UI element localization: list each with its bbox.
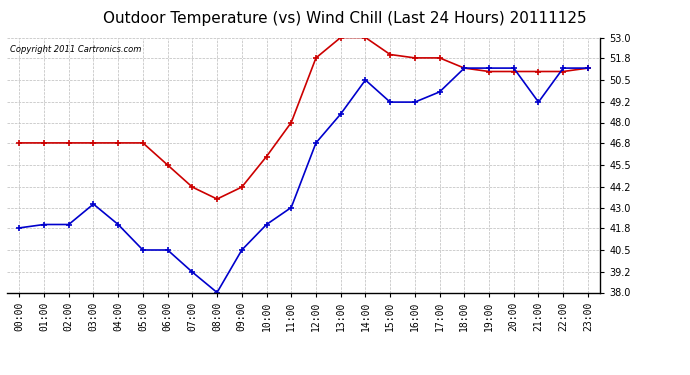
Text: Copyright 2011 Cartronics.com: Copyright 2011 Cartronics.com bbox=[10, 45, 141, 54]
Text: Outdoor Temperature (vs) Wind Chill (Last 24 Hours) 20111125: Outdoor Temperature (vs) Wind Chill (Las… bbox=[104, 11, 586, 26]
